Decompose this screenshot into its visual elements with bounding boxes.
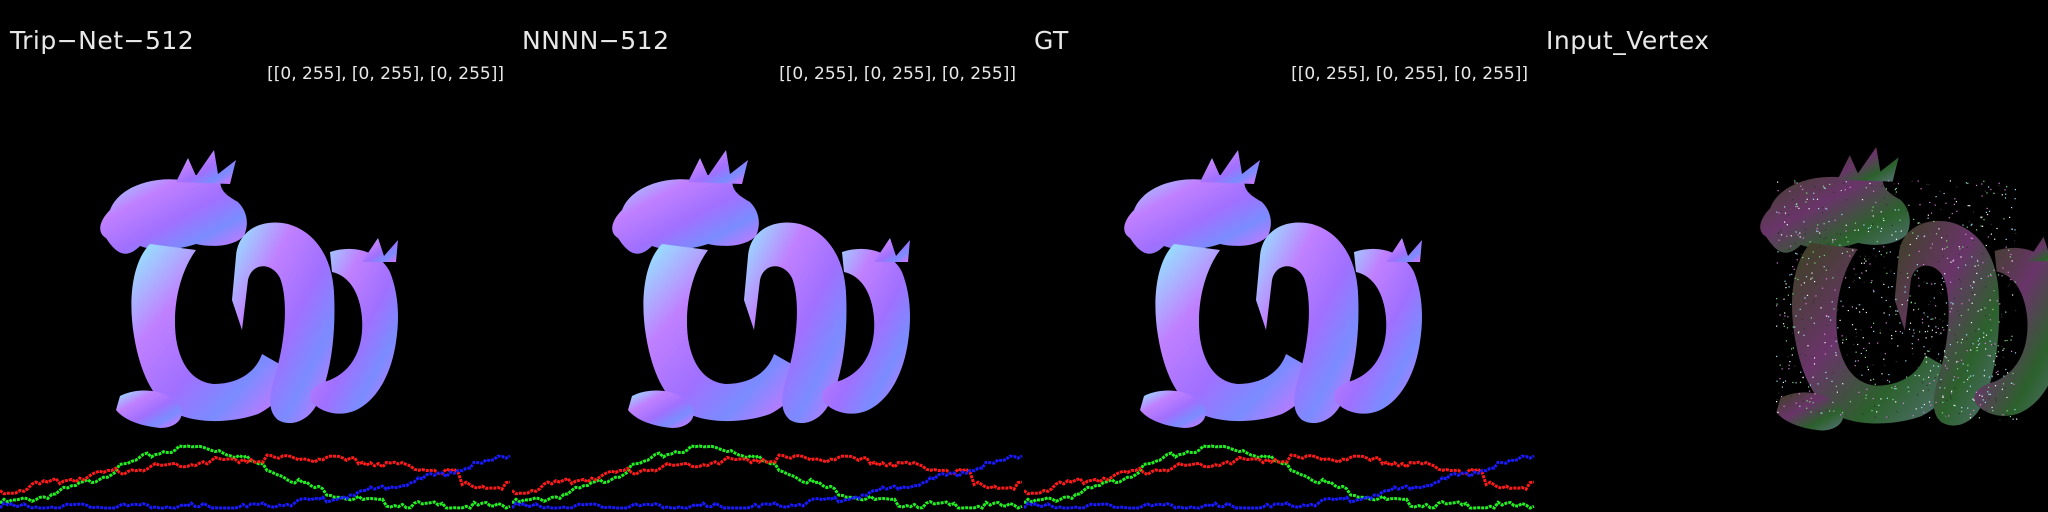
panel-input-vertex: Input_Vertex xyxy=(1536,0,2048,512)
dragon-normal-map-image xyxy=(612,150,910,428)
panel-range-label: [[0, 255], [0, 255], [0, 255]] xyxy=(267,64,504,84)
panel-range-label: [[0, 255], [0, 255], [0, 255]] xyxy=(1291,64,1528,84)
rgb-histogram xyxy=(1024,444,1535,510)
dragon-point-cloud-image xyxy=(1760,147,2048,431)
panel-title: Trip−Net−512 xyxy=(10,26,195,55)
panel-range-label: [[0, 255], [0, 255], [0, 255]] xyxy=(779,64,1016,84)
rgb-histogram xyxy=(0,444,511,510)
panel-trip-net: Trip−Net−512 [[0, 255], [0, 255], [0, 25… xyxy=(0,0,512,512)
panel-gt: GT [[0, 255], [0, 255], [0, 255]] xyxy=(1024,0,1536,512)
panel-nnnn: NNNN−512 [[0, 255], [0, 255], [0, 255]] xyxy=(512,0,1024,512)
dragon-normal-map-image xyxy=(1124,150,1422,428)
panel-title: NNNN−512 xyxy=(522,26,670,55)
dragon-normal-map-image xyxy=(100,150,398,428)
panel-title: Input_Vertex xyxy=(1546,26,1710,55)
rgb-histogram xyxy=(512,444,1023,510)
panel-title: GT xyxy=(1034,26,1069,55)
